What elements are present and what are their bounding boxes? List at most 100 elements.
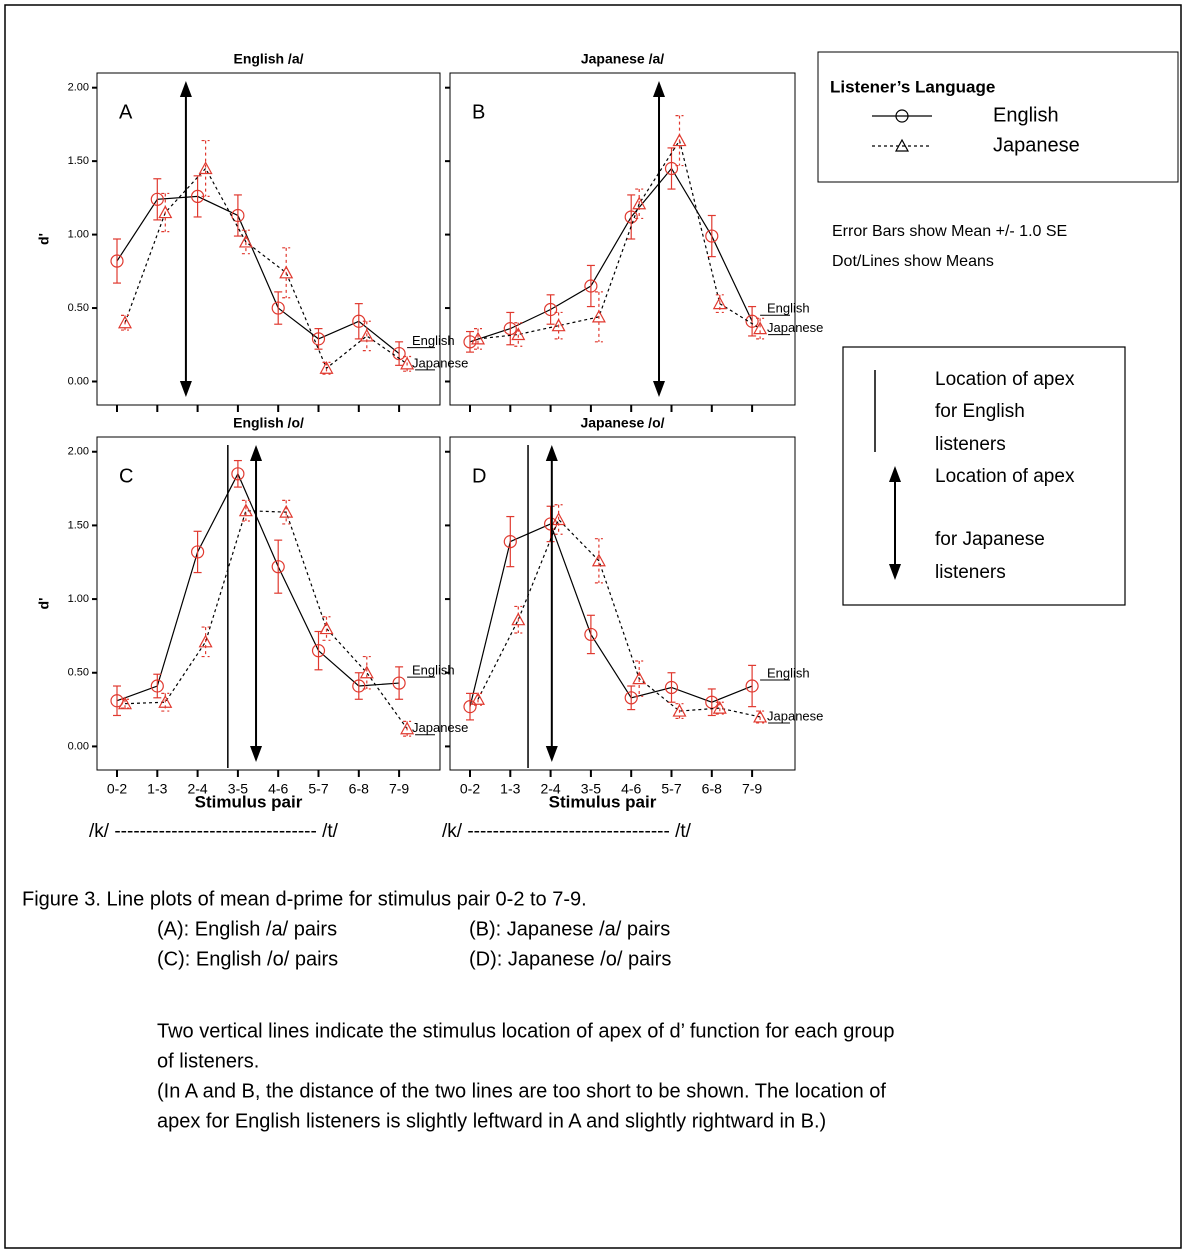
panel-title: English /a/ <box>233 51 303 67</box>
error-bar <box>594 291 603 343</box>
legend-note: Dot/Lines show Means <box>832 253 994 270</box>
marker <box>712 700 727 714</box>
error-bar <box>395 666 404 700</box>
error-bar <box>153 673 162 699</box>
error-bar <box>362 320 371 352</box>
marker <box>463 335 477 349</box>
end-label: Japanese <box>767 320 823 335</box>
error-bar <box>506 515 515 568</box>
error-bar <box>627 194 636 240</box>
series-line <box>116 472 400 702</box>
error-bar <box>635 660 644 697</box>
error-bar <box>314 630 323 671</box>
arrow-head <box>653 81 666 97</box>
arrow-head <box>250 746 263 762</box>
legend-box <box>817 51 1179 183</box>
marker <box>705 229 719 243</box>
panel-letter: C <box>119 465 133 487</box>
marker <box>624 210 638 224</box>
marker <box>231 467 245 481</box>
error-bar <box>354 303 363 340</box>
marker <box>359 665 374 679</box>
caption-item: (A): English /a/ pairs <box>157 918 337 940</box>
apex-key-text: Location of apex <box>935 369 1075 390</box>
marker <box>271 560 285 574</box>
marker <box>279 265 294 279</box>
end-label: English <box>767 301 810 316</box>
error-bar <box>707 688 716 717</box>
x-tick-label: 7-9 <box>742 781 762 797</box>
marker <box>591 309 606 323</box>
caption-item: (C): English /o/ pairs <box>157 948 338 970</box>
y-axis-label: d' <box>36 598 52 610</box>
marker <box>191 545 205 559</box>
caption-line: (In A and B, the distance of the two lin… <box>157 1080 886 1102</box>
error-bar <box>113 685 121 717</box>
legend-entry: English <box>993 104 1059 126</box>
arrow-head <box>179 81 192 97</box>
caption-item: (B): Japanese /a/ pairs <box>469 918 670 940</box>
marker <box>584 279 598 293</box>
end-label: English <box>412 333 455 348</box>
error-bar <box>282 247 291 299</box>
marker <box>319 361 334 374</box>
marker <box>712 296 727 310</box>
series-line <box>116 195 400 355</box>
end-label: Japanese <box>767 708 823 723</box>
end-label: English <box>767 665 810 680</box>
x-tick-label: 3-5 <box>228 781 248 797</box>
y-tick-label: 1.50 <box>68 519 89 531</box>
marker <box>745 314 759 328</box>
caption-line: apex for English listeners is slightly l… <box>157 1110 826 1132</box>
plot-frame <box>449 72 796 406</box>
marker <box>591 553 606 567</box>
x-tick-label: 1-3 <box>147 781 167 797</box>
marker <box>551 512 566 526</box>
error-bar <box>586 264 595 308</box>
marker <box>117 315 133 329</box>
x-tick-label: 5-7 <box>661 781 681 797</box>
arrow-head <box>545 746 558 762</box>
error-bar <box>594 538 603 584</box>
continuum-label: /k/ -------------------------------- /t/ <box>442 821 692 842</box>
error-bar <box>161 192 170 233</box>
marker <box>632 196 647 210</box>
y-tick-label: 1.50 <box>68 155 89 167</box>
apex-key-text: listeners <box>935 562 1006 583</box>
error-bar <box>314 328 323 350</box>
y-tick-label: 0.00 <box>68 740 89 752</box>
legend-title: Listener’s Language <box>830 77 995 96</box>
legend-entry: Japanese <box>993 134 1080 156</box>
marker <box>672 133 687 147</box>
error-bar <box>748 305 757 337</box>
series-line <box>124 510 408 730</box>
x-tick-label: 0-2 <box>460 781 480 797</box>
x-tick-label: 3-5 <box>581 781 601 797</box>
marker <box>664 161 679 176</box>
marker <box>238 503 253 517</box>
x-tick-label: 6-8 <box>349 781 369 797</box>
marker <box>238 234 253 248</box>
marker <box>110 254 124 268</box>
marker <box>753 709 768 723</box>
apex-key-text: listeners <box>935 434 1006 455</box>
apex-key-text: for Japanese <box>935 529 1045 550</box>
end-label: English <box>412 663 455 678</box>
apex-key-text: for English <box>935 401 1025 422</box>
marker <box>672 703 687 717</box>
marker <box>503 322 517 336</box>
marker <box>511 612 526 626</box>
x-tick-label: 6-8 <box>702 781 722 797</box>
marker <box>352 679 366 693</box>
panel-letter: A <box>119 101 133 123</box>
marker <box>158 205 173 219</box>
marker <box>624 691 638 705</box>
error-bar <box>675 115 684 167</box>
marker <box>400 356 415 370</box>
error-bar <box>322 616 331 641</box>
marker <box>400 721 415 735</box>
panel-letter: D <box>472 465 486 487</box>
arrow-head <box>889 466 901 482</box>
panel-title: Japanese /a/ <box>581 51 664 67</box>
error-bar <box>282 499 291 525</box>
